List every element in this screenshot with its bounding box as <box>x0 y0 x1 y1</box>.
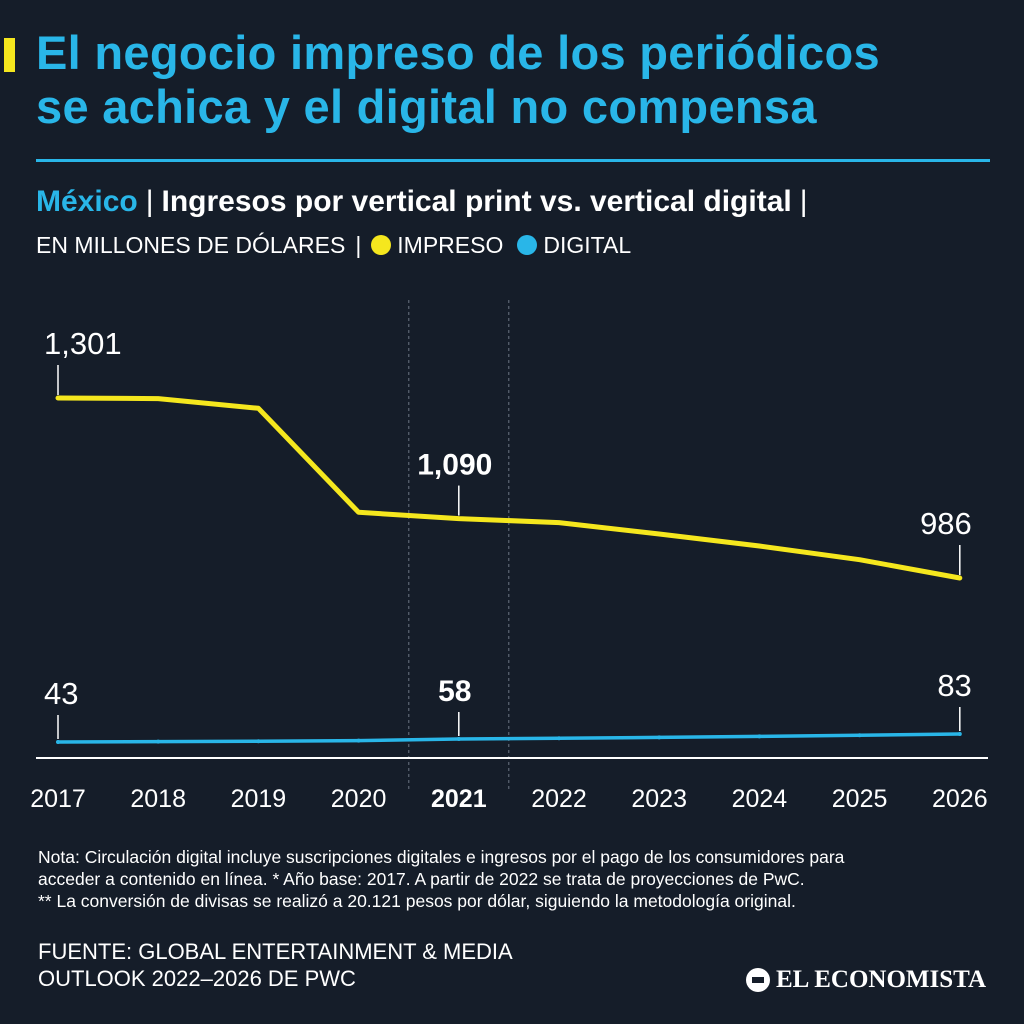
data-point <box>56 396 60 400</box>
data-point <box>456 737 461 741</box>
legend-dot-digital <box>517 235 538 255</box>
data-label: 1,090 <box>417 449 492 482</box>
x-tick-label: 2023 <box>631 785 687 813</box>
data-point <box>256 739 261 744</box>
data-point <box>557 736 561 741</box>
x-tick-label: 2024 <box>732 785 788 813</box>
brand-name: EL ECONOMISTA <box>776 966 986 993</box>
x-tick-label: 2017 <box>30 785 86 813</box>
data-point <box>857 557 862 562</box>
data-point <box>757 543 762 548</box>
chart-subtitle: Ingresos por vertical print vs. vertical… <box>161 185 792 218</box>
data-point <box>657 531 662 536</box>
data-label: 986 <box>920 506 972 541</box>
footnote-line-3: ** La conversión de divisas se realizó a… <box>38 891 796 911</box>
x-tick-label: 2026 <box>932 785 988 813</box>
footnote-line-2: acceder a contenido en línea. * Año base… <box>38 869 805 889</box>
data-label: 83 <box>937 668 971 703</box>
x-tick-label: 2021 <box>431 785 487 813</box>
data-point <box>156 739 161 744</box>
x-tick-label: 2020 <box>331 785 387 813</box>
chart-title: El negocio impreso de los periódicos se … <box>36 26 996 134</box>
source-credit: FUENTE: GLOBAL ENTERTAINMENT & MEDIA OUT… <box>38 938 513 992</box>
x-tick-label: 2019 <box>231 785 287 813</box>
data-point <box>957 732 962 736</box>
legend-label-impreso: IMPRESO <box>397 232 504 258</box>
legend-dot-impreso <box>371 235 392 255</box>
series-line-impreso <box>55 395 963 581</box>
units-label: EN MILLONES DE DÓLARES <box>36 232 346 258</box>
brand-logo: EL ECONOMISTA <box>746 966 986 994</box>
separator: | <box>355 232 362 258</box>
data-point <box>56 740 60 744</box>
data-point <box>757 734 762 739</box>
data-label: 1,301 <box>44 326 122 361</box>
separator: | <box>145 185 154 218</box>
data-point <box>156 396 161 401</box>
region-label: México <box>36 185 138 218</box>
data-point <box>456 516 461 521</box>
subtitle-row: México | Ingresos por vertical print vs. v… <box>36 184 996 220</box>
title-line-2: se achica y el digital no compensa <box>36 80 817 133</box>
legend-item-digital: DIGITAL <box>517 230 631 260</box>
source-line-2: OUTLOOK 2022–2026 DE PWC <box>38 966 356 991</box>
title-divider <box>36 159 990 162</box>
legend-row: EN MILLONES DE DÓLARES | IMPRESO DIGITAL <box>36 230 645 260</box>
x-tick-label: 2018 <box>130 785 186 813</box>
data-label: 43 <box>44 676 78 711</box>
brand-logo-icon <box>746 968 770 992</box>
line-chart: 2017 2018 2019 2020 2021 2022 2023 2024 2025 2026… <box>30 300 988 813</box>
data-point <box>557 520 561 525</box>
x-tick-label: 2022 <box>531 785 587 813</box>
legend-item-impreso: IMPRESO <box>371 230 503 260</box>
x-tick-label: 2025 <box>832 785 888 813</box>
data-point <box>356 738 361 743</box>
footnote-line-1: Nota: Circulación digital incluye suscri… <box>38 847 845 867</box>
series-line-digital <box>56 732 962 744</box>
title-accent-bar <box>4 38 15 72</box>
separator: | <box>799 185 808 218</box>
data-point <box>256 406 261 411</box>
legend-label-digital: DIGITAL <box>543 232 632 258</box>
data-point <box>356 510 361 515</box>
data-point <box>857 733 862 738</box>
source-line-1: FUENTE: GLOBAL ENTERTAINMENT & MEDIA <box>38 939 513 964</box>
footnote: Nota: Circulación digital incluye suscri… <box>38 846 998 912</box>
data-label: 58 <box>438 675 471 708</box>
data-point <box>957 575 962 580</box>
data-point <box>657 735 662 740</box>
title-line-1: El negocio impreso de los periódicos <box>36 26 880 79</box>
